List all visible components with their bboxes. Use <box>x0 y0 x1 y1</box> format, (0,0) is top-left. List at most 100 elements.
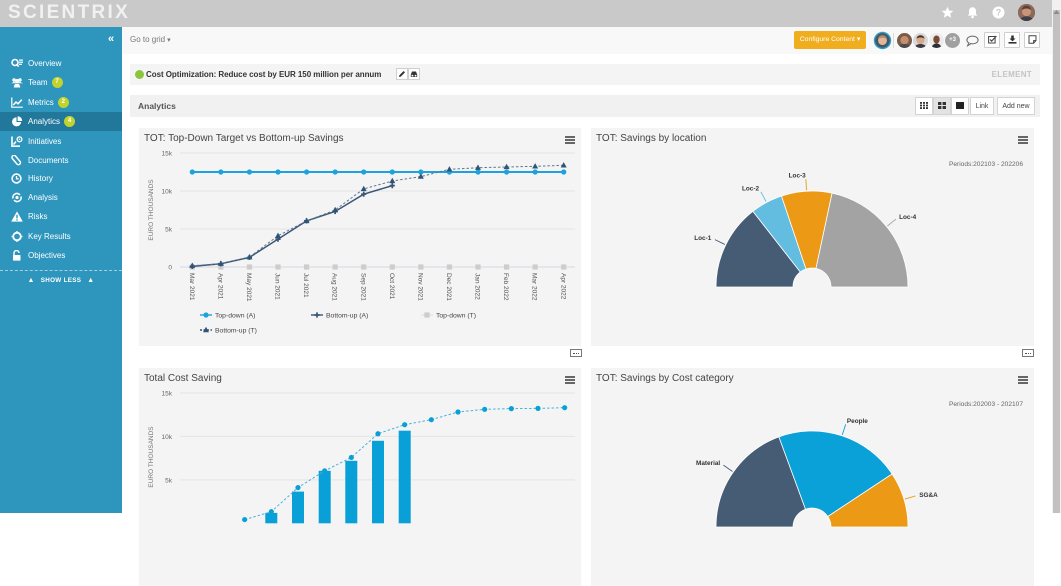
slice-label: SG&A <box>919 492 938 499</box>
pencil-icon <box>398 65 406 83</box>
chart-subtitle: Periods:202003 - 202107 <box>949 401 1023 408</box>
data-point <box>428 417 434 423</box>
data-point <box>389 264 395 270</box>
hamburger-menu-icon[interactable] <box>565 376 575 384</box>
star-icon[interactable] <box>941 6 954 19</box>
sidebar-item-metrics[interactable]: Metrics 2 <box>0 93 122 112</box>
more-members-badge[interactable]: +3 <box>945 33 960 48</box>
note-icon <box>1028 31 1037 49</box>
add-new-button[interactable]: Add new <box>997 97 1035 115</box>
pie-slice <box>778 430 893 518</box>
download-icon <box>1008 31 1017 49</box>
grid-1-icon <box>956 101 964 111</box>
legend-label: Bottom-up (T) <box>215 327 257 334</box>
data-point <box>217 260 224 266</box>
bar <box>345 460 358 524</box>
checklist-button[interactable] <box>984 32 1000 48</box>
caret-down-icon: ▾ <box>856 36 861 43</box>
slice-label: Loc-1 <box>694 235 711 242</box>
pie-slice <box>815 192 909 288</box>
hamburger-menu-icon[interactable] <box>1018 376 1028 384</box>
note-button[interactable] <box>1024 32 1040 48</box>
app-logo[interactable]: SCIENTRIX <box>8 2 131 23</box>
bell-icon[interactable] <box>966 6 979 19</box>
series-line <box>192 184 393 268</box>
link-button[interactable]: Link <box>970 97 994 115</box>
element-title: Cost Optimization: Reduce cost by EUR 15… <box>146 70 382 79</box>
data-point <box>402 422 408 428</box>
x-tick-label: Jan 2022 <box>474 273 481 300</box>
avatar-member[interactable] <box>929 33 944 48</box>
go-to-grid-label: Go to grid <box>130 35 166 44</box>
show-less-label: SHOW LESS <box>40 276 82 284</box>
risks-icon <box>11 211 23 222</box>
objectives-icon <box>11 250 23 261</box>
data-point <box>389 177 396 184</box>
collapse-sidebar-icon[interactable]: « <box>107 33 115 45</box>
configure-content-label: Configure Content <box>799 36 855 43</box>
comment-icon[interactable] <box>966 34 979 48</box>
bar <box>265 512 278 524</box>
sidebar-item-history[interactable]: History <box>0 169 122 188</box>
show-less-toggle[interactable]: ▲ SHOW LESS ▲ <box>0 274 122 286</box>
view-grid-3-button[interactable] <box>915 97 933 115</box>
avatar-owner[interactable] <box>875 33 890 48</box>
view-grid-2-button[interactable] <box>933 97 951 115</box>
data-point <box>218 169 224 175</box>
element-header <box>130 64 1040 85</box>
sidebar-item-analytics[interactable]: Analytics 4 <box>0 112 122 131</box>
hamburger-menu-icon[interactable] <box>565 136 575 144</box>
sidebar-item-analysis[interactable]: Analysis <box>0 188 122 207</box>
data-point <box>446 166 453 172</box>
edit-button[interactable] <box>396 68 408 80</box>
data-point <box>561 169 567 175</box>
bar <box>292 491 304 524</box>
count-badge: 4 <box>64 116 76 127</box>
configure-content-button[interactable]: Configure Content ▾ <box>794 31 866 49</box>
sidebar-item-label: Documents <box>28 156 69 165</box>
scroll-up-arrow-icon[interactable] <box>1053 2 1060 14</box>
ellipsis-icon[interactable] <box>570 349 582 357</box>
y-tick-label: 5k <box>165 477 173 484</box>
x-tick-label: May 2021 <box>245 273 252 302</box>
legend-label: Top-down (A) <box>215 312 255 319</box>
series-bottom-up-t <box>189 162 567 268</box>
sidebar-item-label: Analytics <box>28 117 61 126</box>
data-point <box>446 264 453 270</box>
avatar-member[interactable] <box>913 33 928 48</box>
help-icon[interactable]: ? <box>992 6 1005 19</box>
sidebar-item-key-results[interactable]: Key Results <box>0 227 122 246</box>
sidebar-item-label: Risks <box>28 212 48 221</box>
data-point <box>475 264 481 270</box>
x-tick-label: Dec 2021 <box>445 273 452 301</box>
data-point <box>561 264 567 270</box>
y-tick-label: 10k <box>162 188 173 195</box>
data-point <box>303 264 310 270</box>
download-button[interactable] <box>1004 32 1020 48</box>
top-bar <box>0 0 1052 27</box>
scrollbar-thumb[interactable] <box>1053 10 1060 513</box>
slice-connector <box>841 424 847 435</box>
sidebar-item-overview[interactable]: Overview <box>0 54 122 73</box>
sidebar-item-risks[interactable]: Risks <box>0 207 122 226</box>
count-badge: 7 <box>51 77 63 88</box>
user-avatar[interactable] <box>1018 4 1035 21</box>
count-badge: 2 <box>57 97 69 108</box>
sidebar-item-documents[interactable]: Documents <box>0 151 122 170</box>
y-tick-label: 0 <box>168 264 172 271</box>
series-line <box>192 164 564 267</box>
view-single-button[interactable] <box>951 97 969 115</box>
avatar-member[interactable] <box>897 33 912 48</box>
sidebar-item-team[interactable]: Team 7 <box>0 73 122 92</box>
data-point <box>361 264 367 270</box>
go-to-grid-dropdown[interactable]: Go to grid ▾ <box>130 34 171 47</box>
chart-panel-total-cost-saving: 5k 10k 15k EURO THOUSANDS Total Cost Saving <box>139 368 581 586</box>
sidebar-item-objectives[interactable]: Objectives <box>0 246 122 265</box>
bar <box>318 470 331 524</box>
hamburger-menu-icon[interactable] <box>1018 136 1028 144</box>
sidebar-item-initiatives[interactable]: Initiatives <box>0 132 122 151</box>
ellipsis-icon[interactable] <box>1022 349 1034 357</box>
data-point <box>418 169 424 175</box>
view-button[interactable] <box>408 68 420 80</box>
data-point <box>360 185 367 192</box>
